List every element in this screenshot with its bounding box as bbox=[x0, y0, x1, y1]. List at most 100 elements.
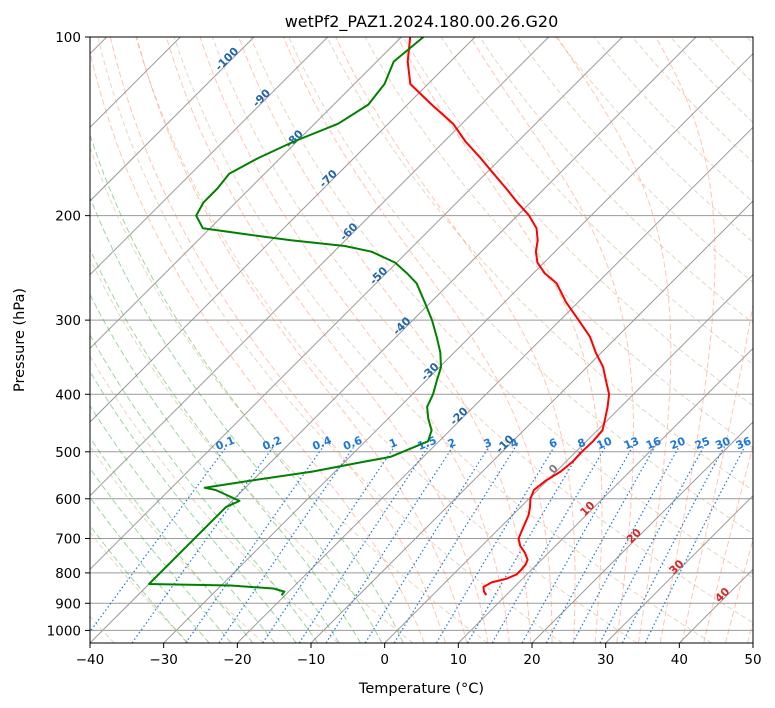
moist-adiabat-line bbox=[90, 248, 362, 643]
mixing-ratio-line bbox=[262, 446, 396, 643]
mixing-ratio-label: 1.5 bbox=[416, 434, 439, 453]
y-tick-label: 400 bbox=[55, 387, 81, 403]
dry-adiabat-line bbox=[555, 37, 753, 243]
dry-adiabat-line bbox=[440, 37, 753, 365]
line-labels: 0.1 0.2 0.4 0.6 1 1.5 2 3 4 6 8 10 13 16 20 25 30 36-100-… bbox=[213, 45, 753, 605]
moist-adiabat-line bbox=[470, 37, 634, 643]
dry-adiabat-line bbox=[631, 37, 753, 163]
x-axis: −40 −30 −20 −10 0 10 20 30 40 50 bbox=[76, 643, 762, 668]
plot-frame bbox=[89, 36, 754, 644]
dry-adiabat-line bbox=[90, 355, 339, 643]
y-tick-label: 1000 bbox=[47, 623, 81, 639]
moist-adiabat-line bbox=[90, 293, 340, 643]
mixing-ratio-line bbox=[218, 446, 355, 643]
moist-adiabat-label: 30 bbox=[667, 557, 687, 577]
dry-adiabat-label: -40 bbox=[390, 314, 413, 337]
temperature-line bbox=[406, 37, 611, 596]
mixing-ratio-line bbox=[364, 446, 490, 643]
moist-adiabat-line bbox=[747, 620, 753, 643]
y-tick-label: 700 bbox=[55, 532, 81, 548]
moist-adiabat-line bbox=[90, 49, 425, 643]
y-tick-label: 800 bbox=[55, 566, 81, 582]
x-tick-label: −20 bbox=[223, 652, 252, 668]
dry-adiabat-line bbox=[211, 37, 753, 624]
isotherm-line bbox=[90, 37, 476, 423]
mixing-ratio-label: 0.6 bbox=[341, 434, 364, 453]
mixing-ratio-line bbox=[325, 446, 454, 643]
moist-adiabat-line bbox=[90, 524, 188, 643]
y-tick-label: 300 bbox=[55, 313, 81, 329]
isotherm-line bbox=[90, 37, 402, 350]
background-grid bbox=[90, 37, 753, 643]
isotherm-line bbox=[163, 52, 753, 643]
isotherm-line bbox=[90, 37, 550, 497]
dry-adiabat-line bbox=[593, 37, 753, 203]
isotherm-line bbox=[236, 126, 753, 643]
moist-adiabat-line bbox=[335, 37, 576, 643]
mixing-ratio-label: 36 bbox=[734, 434, 753, 452]
mixing-ratio-line bbox=[521, 446, 634, 643]
y-tick-label: 100 bbox=[55, 30, 81, 46]
mixing-ratio-label: 13 bbox=[622, 434, 641, 452]
mixing-ratio-label: 8 bbox=[576, 436, 588, 451]
dry-adiabat-line bbox=[670, 37, 753, 124]
isotherm-line bbox=[90, 37, 329, 276]
moist-adiabat-line bbox=[725, 538, 753, 643]
dewpoint-line bbox=[148, 37, 442, 596]
mixing-ratio-line bbox=[621, 446, 725, 643]
y-tick-label: 200 bbox=[55, 209, 81, 225]
dry-adiabat-label: -90 bbox=[250, 86, 273, 109]
moist-adiabat-line bbox=[90, 133, 404, 643]
dry-adiabat-line bbox=[97, 37, 563, 643]
x-tick-label: −10 bbox=[297, 652, 326, 668]
x-tick-label: −30 bbox=[149, 652, 178, 668]
y-tick-label: 900 bbox=[55, 596, 81, 612]
dry-adiabat-label: -60 bbox=[337, 220, 360, 243]
chart-title: wetPf2_PAZ1.2024.180.00.26.G20 bbox=[285, 12, 559, 32]
dry-adiabat-line bbox=[517, 37, 753, 284]
mixing-ratio-label: 30 bbox=[713, 434, 732, 452]
moist-adiabat-line bbox=[655, 37, 716, 643]
mixing-ratio-label: 6 bbox=[547, 436, 559, 451]
mixing-ratio-line bbox=[131, 446, 274, 643]
moist-adiabat-line bbox=[165, 37, 489, 643]
dry-adiabat-label: -50 bbox=[367, 264, 390, 287]
x-tick-label: −40 bbox=[76, 652, 105, 668]
x-tick-label: 0 bbox=[380, 652, 389, 668]
moist-adiabat-line bbox=[90, 496, 210, 643]
dry-adiabat-line bbox=[746, 37, 753, 44]
moist-adiabat-label: 40 bbox=[712, 585, 732, 605]
dry-adiabat-line bbox=[90, 146, 488, 643]
isotherm-line bbox=[752, 642, 753, 643]
dry-adiabat-line bbox=[402, 37, 753, 407]
mixing-ratio-label: 3 bbox=[482, 436, 494, 451]
mixing-ratio-line bbox=[298, 446, 429, 643]
profile-series bbox=[148, 37, 611, 596]
dry-adiabat-label: -100 bbox=[213, 45, 242, 74]
dry-adiabat-line bbox=[90, 257, 414, 643]
mixing-ratio-line bbox=[90, 446, 228, 633]
mixing-ratio-label: 1 bbox=[387, 436, 399, 451]
mixing-ratio-label: 10 bbox=[595, 434, 614, 452]
x-tick-label: 20 bbox=[523, 652, 540, 668]
y-axis: 100 200 300 400 500 600 700 800 900 1000 bbox=[47, 30, 90, 639]
dry-adiabat-line bbox=[173, 37, 712, 643]
moist-adiabat-line bbox=[90, 370, 297, 643]
dry-adiabat-line bbox=[90, 445, 264, 643]
moist-adiabat-line bbox=[90, 333, 319, 643]
x-tick-label: 30 bbox=[597, 652, 614, 668]
dry-adiabat-line bbox=[135, 37, 638, 643]
isotherm-line bbox=[310, 200, 753, 643]
dry-adiabat-line bbox=[326, 37, 753, 492]
isotherm-line bbox=[605, 494, 753, 643]
mixing-ratio-label: 2 bbox=[446, 436, 458, 451]
x-tick-label: 50 bbox=[744, 652, 761, 668]
mixing-ratio-label: 0.4 bbox=[311, 434, 334, 453]
mixing-ratio-line bbox=[185, 446, 324, 643]
mixing-ratio-label: 25 bbox=[693, 434, 712, 452]
dry-adiabat-label: -70 bbox=[317, 167, 340, 190]
dry-adiabat-line bbox=[708, 37, 753, 84]
isotherm-line bbox=[384, 273, 753, 643]
isotherm-line bbox=[90, 37, 255, 202]
